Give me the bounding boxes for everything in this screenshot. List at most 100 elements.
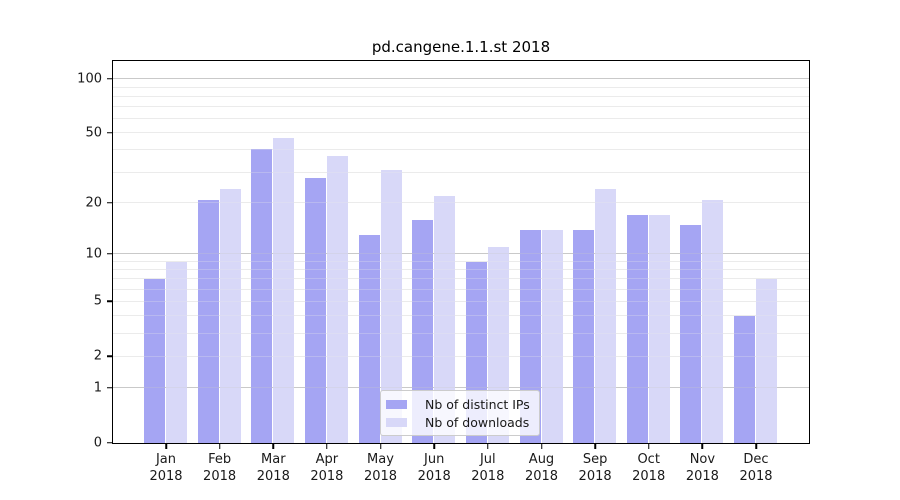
legend-label-downloads: Nb of downloads: [425, 414, 530, 430]
gridline-8: [113, 268, 809, 270]
gridline-8: [113, 268, 809, 270]
gridline-5: [113, 300, 809, 302]
gridline-9: [113, 260, 809, 262]
bar-distinct-ips-mar: [251, 148, 273, 443]
x-tick-label-aug: Aug 2018: [524, 452, 559, 484]
bar-downloads-jan: [166, 261, 187, 443]
gridline-4: [113, 315, 809, 317]
x-tick-mark: [647, 444, 650, 449]
bar-downloads-may: [380, 170, 402, 443]
gridline-1: [113, 387, 809, 389]
bar-downloads-jun: [434, 196, 456, 443]
legend: Nb of distinct IPs Nb of downloads: [380, 390, 540, 436]
x-tick-label-oct: Oct 2018: [632, 452, 666, 484]
bar-downloads-nov: [702, 199, 724, 443]
bar-distinct-ips-apr: [304, 177, 326, 443]
gridline-2: [113, 355, 809, 357]
legend-swatch-downloads: [386, 417, 407, 427]
x-tick-label-dec: Dec 2018: [739, 452, 773, 484]
gridline-90: [113, 86, 809, 88]
y-tick-label-50: 50: [85, 125, 102, 141]
gridline-6: [113, 288, 809, 290]
gridline-80: [113, 95, 809, 97]
bar-downloads-aug: [541, 229, 563, 443]
chart-title: pd.cangene.1.1.st 2018: [371, 38, 551, 56]
gridline-2: [113, 355, 809, 357]
plot-area: Nb of distinct IPs Nb of downloads: [112, 60, 810, 444]
bar-distinct-ips-jan: [144, 279, 165, 443]
bar-distinct-ips-may: [358, 235, 380, 443]
x-tick-label-nov: Nov 2018: [685, 452, 719, 484]
x-tick-mark: [540, 444, 543, 449]
gridline-60: [113, 118, 809, 120]
x-tick-mark: [272, 444, 275, 449]
y-tick-mark: [107, 201, 112, 204]
y-tick-mark: [107, 300, 112, 303]
bars-layer: [113, 61, 809, 443]
x-tick-mark: [701, 444, 704, 449]
gridline-1: [113, 387, 809, 389]
gridline-40: [113, 149, 809, 151]
gridlines-layer: [113, 61, 809, 443]
x-tick-label-jun: Jun 2018: [417, 452, 451, 484]
gridline-4: [113, 315, 809, 317]
bar-downloads-oct: [648, 215, 670, 443]
bar-downloads-mar: [273, 138, 295, 443]
bar-downloads-dec: [756, 279, 777, 443]
gridlines-overlay: [113, 61, 809, 443]
y-tick-mark: [107, 78, 112, 80]
gridline-3: [113, 332, 809, 334]
gridline-100: [113, 78, 809, 80]
x-tick-label-apr: Apr 2018: [310, 452, 344, 484]
gridline-50: [113, 132, 809, 134]
gridline-40: [113, 149, 809, 151]
y-tick-label-100: 100: [77, 71, 102, 87]
y-tick-label-0: 0: [93, 435, 102, 450]
x-tick-mark: [218, 444, 221, 449]
x-tick-mark: [755, 444, 757, 449]
gridline-50: [113, 132, 809, 134]
legend-label-distinct-ips: Nb of distinct IPs: [425, 396, 530, 412]
bar-distinct-ips-feb: [197, 199, 219, 443]
x-tick-mark: [326, 444, 328, 449]
x-tick-mark: [433, 444, 435, 449]
legend-item-distinct-ips: Nb of distinct IPs: [386, 396, 531, 412]
gridline-6: [113, 288, 809, 290]
gridline-5: [113, 300, 809, 302]
x-tick-label-sep: Sep 2018: [578, 452, 612, 484]
legend-item-downloads: Nb of downloads: [386, 414, 531, 430]
gridline-9: [113, 260, 809, 262]
gridline-70: [113, 106, 809, 108]
y-tick-label-5: 5: [93, 293, 102, 309]
gridline-7: [113, 278, 809, 280]
x-tick-label-feb: Feb 2018: [203, 452, 237, 484]
y-tick-mark: [107, 441, 112, 444]
y-tick-label-1: 1: [93, 380, 102, 396]
gridline-10: [113, 253, 809, 255]
gridline-100: [113, 78, 809, 80]
gridline-60: [113, 118, 809, 120]
gridline-20: [113, 202, 809, 204]
bar-downloads-feb: [219, 189, 241, 443]
gridline-90: [113, 86, 809, 88]
y-tick-mark: [107, 252, 112, 255]
x-tick-label-jul: Jul 2018: [471, 452, 505, 484]
bar-distinct-ips-aug: [519, 229, 541, 443]
bar-distinct-ips-dec: [734, 316, 755, 443]
y-tick-label-10: 10: [85, 246, 102, 262]
y-tick-mark: [107, 387, 112, 389]
x-tick-label-jan: Jan 2018: [149, 452, 183, 484]
y-tick-mark: [107, 132, 112, 134]
y-tick-mark: [107, 355, 112, 357]
bar-distinct-ips-oct: [626, 215, 648, 443]
gridline-30: [113, 171, 809, 173]
legend-swatch-distinct-ips: [386, 399, 407, 409]
gridline-10: [113, 253, 809, 255]
gridline-30: [113, 171, 809, 173]
x-tick-mark: [594, 444, 596, 449]
gridline-3: [113, 332, 809, 334]
x-tick-label-mar: Mar 2018: [256, 452, 290, 484]
x-tick-mark: [487, 444, 489, 449]
bar-downloads-apr: [326, 156, 348, 443]
